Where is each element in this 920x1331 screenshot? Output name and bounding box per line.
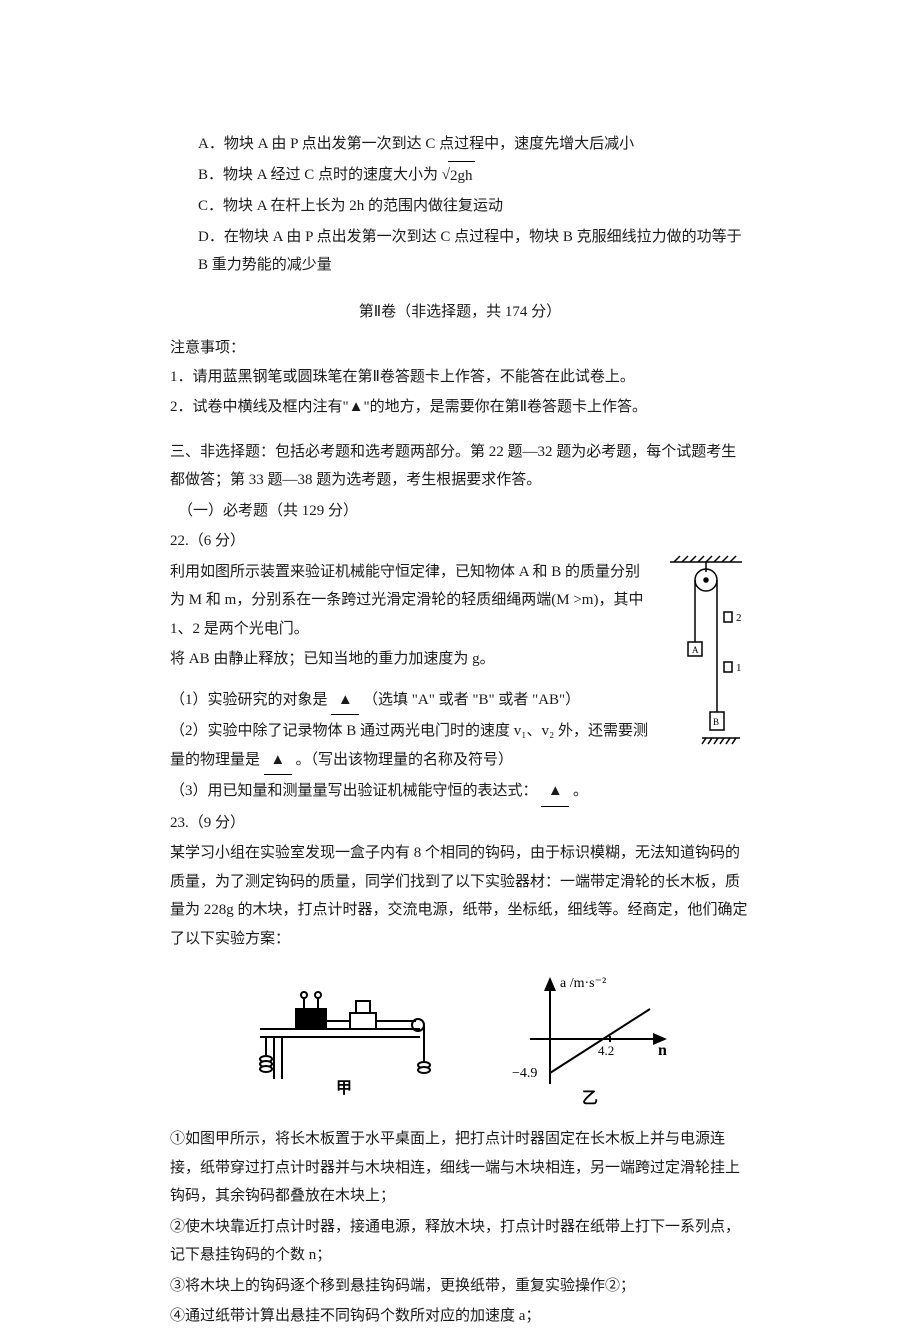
option-b: B．物块 A 经过 C 点时的速度大小为 √2gh: [170, 161, 750, 191]
y-intercept-label: −4.9: [512, 1066, 537, 1081]
q23-header: 23.（9 分）: [170, 809, 750, 838]
sqrt-inner: 2gh: [448, 161, 475, 191]
option-a: A．物块 A 由 P 点出发第一次到达 C 点过程中，速度先增大后减小: [170, 130, 750, 159]
section-3-desc: 三、非选择题：包括必考题和选考题两部分。第 22 题—32 题为必考题，每个试题…: [170, 438, 750, 495]
option-b-prefix: 物块 A 经过 C 点时的速度大小为: [223, 167, 442, 183]
label-jia: 甲: [336, 1079, 352, 1097]
option-d-text: 在物块 A 由 P 点出发第一次到达 C 点过程中，物块 B 克服细线拉力做的功…: [198, 229, 742, 274]
q23-p1: 某学习小组在实验室发现一盒子内有 8 个相同的钩码，由于标识模糊，无法知道钩码的…: [170, 839, 750, 953]
apparatus-diagram-jia: 甲: [240, 969, 440, 1099]
option-d: D．在物块 A 由 P 点出发第一次到达 C 点过程中，物块 B 克服细线拉力做…: [170, 223, 750, 280]
q22-sub3: （3）用已知量和测量量写出验证机械能守恒的表达式： ▲ 。: [170, 777, 750, 807]
chart-row: 甲 a /m·s⁻² n 4.2 −4.9 乙: [170, 969, 750, 1109]
label-a: A: [692, 645, 699, 655]
q23-step4: ④通过纸带计算出悬挂不同钩码个数所对应的加速度 a；: [170, 1302, 750, 1331]
q23-step2: ②使木块靠近打点计时器，接通电源，释放木块，打点计时器在纸带上打下一系列点，记下…: [170, 1213, 750, 1270]
option-c-text: 物块 A 在杆上长为 2h 的范围内做往复运动: [223, 198, 503, 214]
sqrt-expr: √2gh: [442, 161, 475, 191]
notice-2: 2．试卷中横线及框内注有"▲"的地方，是需要你在第Ⅱ卷答题卡上作答。: [170, 393, 750, 422]
label-1: 1: [736, 662, 742, 674]
q23-step3: ③将木块上的钩码逐个移到悬挂钩码端，更换纸带，重复实验操作②；: [170, 1272, 750, 1301]
x-axis-label: n: [658, 1042, 667, 1059]
label-yi: 乙: [582, 1090, 598, 1107]
y-axis-label: a /m·s⁻²: [560, 976, 606, 991]
part2-title: 第Ⅱ卷（非选择题，共 174 分）: [170, 298, 750, 327]
blank-2[interactable]: ▲: [264, 746, 292, 776]
option-c: C．物块 A 在杆上长为 2h 的范围内做往复运动: [170, 192, 750, 221]
pulley-diagram: A B 2 1: [662, 552, 750, 752]
graph-yi: a /m·s⁻² n 4.2 −4.9 乙: [500, 969, 680, 1109]
label-2: 2: [736, 612, 742, 624]
notice-1: 1．请用蓝黑钢笔或圆珠笔在第Ⅱ卷答题卡上作答，不能答在此试卷上。: [170, 363, 750, 392]
notice-label: 注意事项：: [170, 334, 750, 363]
sub-1: （一）必考题（共 129 分）: [170, 497, 750, 526]
option-a-text: 物块 A 由 P 点出发第一次到达 C 点过程中，速度先增大后减小: [224, 136, 634, 152]
label-b: B: [713, 717, 719, 727]
blank-3[interactable]: ▲: [541, 777, 569, 807]
x-tick-label: 4.2: [598, 1043, 614, 1058]
q23-step1: ①如图甲所示，将长木板置于水平桌面上，把打点计时器固定在长木板上并与电源连接，纸…: [170, 1125, 750, 1211]
blank-1[interactable]: ▲: [331, 686, 359, 716]
